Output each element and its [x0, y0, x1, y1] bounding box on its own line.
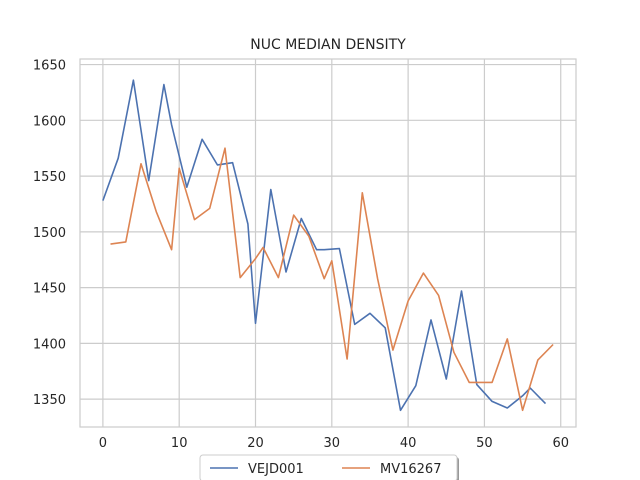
y-tick-label: 1600 [33, 114, 66, 129]
y-tick-label: 1550 [33, 170, 66, 185]
y-axis-ticks: 1350 1400 1450 1500 1550 1600 1650 [33, 59, 66, 409]
x-tick-label: 50 [476, 436, 493, 451]
x-tick-label: 60 [552, 436, 569, 451]
y-tick-label: 1450 [33, 282, 66, 297]
x-tick-label: 40 [400, 436, 417, 451]
grid-lines [80, 59, 576, 427]
y-tick-label: 1650 [33, 59, 66, 74]
chart-title: NUC MEDIAN DENSITY [250, 37, 406, 53]
legend-label-vejd001: VEJD001 [248, 462, 304, 477]
x-tick-label: 0 [99, 436, 107, 451]
y-tick-label: 1400 [33, 337, 66, 352]
legend: VEJD001 MV16267 [199, 454, 459, 480]
x-tick-label: 30 [324, 436, 341, 451]
plot-area-frame [79, 58, 577, 428]
x-tick-label: 20 [247, 436, 264, 451]
series-line-vejd001 [102, 79, 547, 412]
legend-box [199, 454, 458, 480]
x-tick-label: 10 [171, 436, 188, 451]
series-lines [102, 79, 554, 412]
x-axis-ticks: 0 10 20 30 40 50 60 [99, 436, 569, 451]
legend-label-mv16267: MV16267 [380, 462, 441, 477]
y-tick-label: 1500 [33, 226, 66, 241]
series-line-mv16267 [110, 147, 554, 412]
y-tick-label: 1350 [33, 393, 66, 408]
